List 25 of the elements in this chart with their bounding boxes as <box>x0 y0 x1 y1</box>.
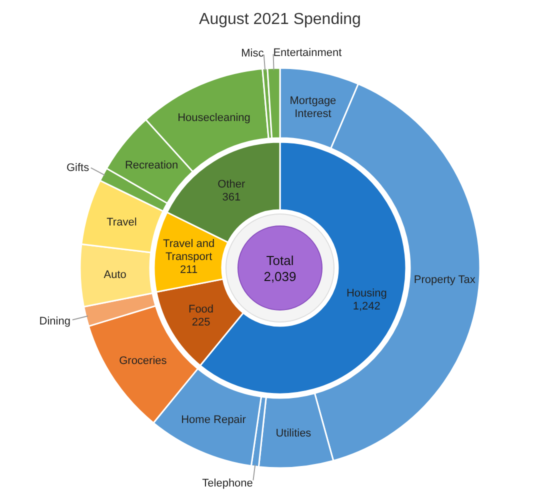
data-label: 225 <box>192 316 210 329</box>
slice-label: Housecleaning <box>178 112 250 124</box>
slice-label: Travel <box>106 216 137 228</box>
slice-label: Recreation <box>124 159 178 172</box>
slice-label: Entertainment <box>273 47 342 60</box>
slice-label: Utilities <box>276 427 312 440</box>
slice-label: Property Tax <box>414 274 476 286</box>
slice-label: Groceries <box>119 354 168 367</box>
text: Total <box>266 253 294 268</box>
data-label: 211 <box>180 264 198 276</box>
slice-label: Food <box>188 304 214 316</box>
data-label: 361 <box>222 191 241 204</box>
slice-label: Dining <box>39 315 70 328</box>
data-label: 1,242 <box>352 300 380 312</box>
slice-label: Auto <box>104 269 126 282</box>
slice-label: Housing <box>346 287 387 300</box>
slice-label: Home Repair <box>181 414 246 426</box>
slice-label: Other <box>218 178 246 190</box>
chart-title: August 2021 Spending <box>199 11 361 28</box>
slice-label: Travel and Transport <box>163 238 215 263</box>
slice-label: Telephone <box>202 477 253 490</box>
slice-label: Mortgage Interest <box>290 94 336 120</box>
text: 2,039 <box>264 269 296 284</box>
slice-label: Misc <box>241 48 264 60</box>
slice-label: Gifts <box>66 162 90 174</box>
